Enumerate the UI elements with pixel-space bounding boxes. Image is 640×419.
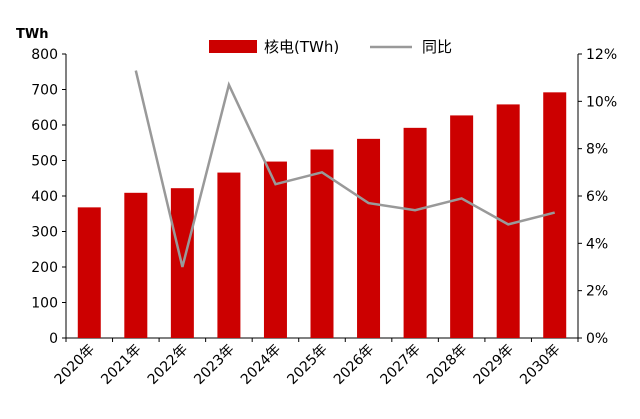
bar-nuclear-2021年 [124, 192, 148, 338]
legend-label-yoy: 同比 [422, 38, 452, 56]
y-left-tick-label: 200 [31, 260, 58, 276]
x-category-label: 2026年 [331, 342, 377, 388]
y-right-tick-label: 6% [586, 189, 608, 205]
y-axis-unit-label: TWh [16, 27, 48, 42]
bar-nuclear-2028年 [450, 115, 474, 338]
x-category-label: 2028年 [424, 342, 470, 388]
x-category-label: 2029年 [471, 342, 517, 388]
x-category-label: 2024年 [238, 342, 284, 388]
y-right-tick-label: 4% [586, 236, 608, 252]
y-left-tick-label: 500 [31, 154, 58, 170]
x-category-label: 2030年 [517, 342, 563, 388]
y-left-tick-label: 400 [31, 189, 58, 205]
x-category-label: 2025年 [284, 342, 330, 388]
x-category-label: 2022年 [145, 342, 191, 388]
bar-nuclear-2029年 [496, 104, 520, 338]
y-left-tick-label: 800 [31, 47, 58, 63]
legend: 核电(TWh) 同比 [209, 38, 452, 56]
plot-area: 0 100 200 300 400 500 600 700 800 0% 2% 4% 6% 8% 10% 12… [31, 47, 617, 388]
legend-label-nuclear: 核电(TWh) [264, 38, 339, 56]
y-left-tick-label: 300 [31, 225, 58, 241]
bar-nuclear-2027年 [403, 127, 427, 338]
y-right-tick-label: 12% [586, 47, 617, 63]
line-yoy [134, 70, 556, 268]
x-category-label: 2023年 [191, 342, 237, 388]
y-left-tick-label: 0 [49, 331, 58, 347]
bar-nuclear-2025年 [310, 149, 334, 338]
y-right-tick-label: 0% [586, 331, 608, 347]
legend-swatch-nuclear [209, 40, 257, 53]
y-right-tick-label: 10% [586, 94, 617, 110]
bar-nuclear-2023年 [217, 172, 241, 338]
bar-nuclear-2026年 [357, 138, 381, 338]
x-category-label: 2021年 [98, 342, 144, 388]
y-right-tick-label: 2% [586, 284, 608, 300]
y-left-tick-label: 700 [31, 83, 58, 99]
x-category-label: 2027年 [378, 342, 424, 388]
y-left-tick-label: 100 [31, 296, 58, 312]
bar-nuclear-2030年 [543, 92, 567, 338]
bar-nuclear-2024年 [263, 161, 287, 338]
y-left-tick-label: 600 [31, 118, 58, 134]
y-right-tick-label: 8% [586, 142, 608, 158]
bar-nuclear-2020年 [77, 207, 101, 338]
x-category-label: 2020年 [52, 342, 98, 388]
